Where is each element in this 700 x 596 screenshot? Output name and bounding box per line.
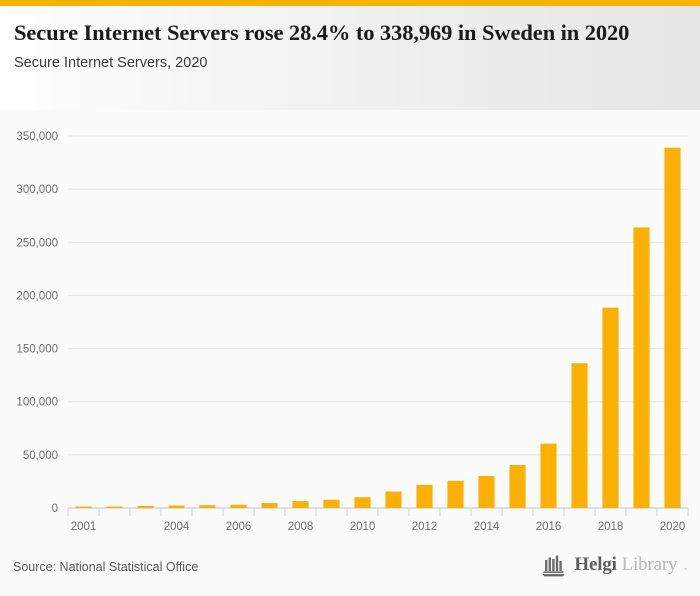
x-axis-tick-label: 2006 [226,521,252,533]
bar[interactable] [323,499,340,508]
bar[interactable] [385,491,402,508]
source-label: Source: National Statistical Office [13,560,199,574]
bar[interactable] [199,505,216,508]
bar[interactable] [664,147,681,508]
bar[interactable] [447,480,464,508]
page-subtitle: Secure Internet Servers, 2020 [14,55,208,71]
y-axis-tick-label: 350,000 [16,131,58,143]
x-axis-tick-label: 2001 [71,521,97,533]
x-axis-tick-label: 2014 [474,521,500,533]
bar[interactable] [230,504,247,508]
bar[interactable] [540,443,557,508]
x-axis-tick-label: 2010 [350,521,376,533]
x-axis-tick-label: 2012 [412,521,438,533]
page-title: Secure Internet Servers rose 28.4% to 33… [14,20,630,45]
y-axis-tick-label: 300,000 [16,184,58,196]
logo-secondary-text: Library [621,554,678,575]
bar[interactable] [633,227,650,508]
y-axis-tick-label: 150,000 [16,344,58,356]
bar[interactable] [354,497,371,508]
bar[interactable] [416,484,433,508]
helgi-library-building-icon [542,555,565,577]
x-axis-tick-label: 2016 [536,521,562,533]
bar-chart: 0 50,000 100,000 150,000 200,000 250,000 300,0… [16,131,689,533]
bar[interactable] [478,476,495,508]
helgi-library-logo[interactable]: Helgi Library. [542,553,688,577]
bar[interactable] [75,506,92,509]
y-axis-tick-label: 0 [52,503,58,515]
bar[interactable] [168,505,185,508]
y-axis-tick-label: 100,000 [16,397,58,409]
chart-footer: Source: National Statistical Office Helg… [0,540,700,596]
bar[interactable] [571,363,588,508]
bar[interactable] [261,503,278,508]
logo-primary-text: Helgi [574,554,617,575]
chart-header: Secure Internet Servers rose 28.4% to 33… [0,6,700,110]
bar[interactable] [106,506,123,509]
bar[interactable] [602,307,619,508]
y-axis-tick-label: 200,000 [16,290,58,302]
bar[interactable] [509,464,526,508]
bar[interactable] [292,501,309,508]
x-axis-tick-label: 2018 [598,521,624,533]
chart-plot-area: 0 50,000 100,000 150,000 200,000 250,000 300,0… [0,110,700,540]
x-axis-tick-label: 2020 [660,521,686,533]
top-accent-bar [0,0,700,6]
y-axis-tick-label: 250,000 [16,237,58,249]
x-axis-tick-label: 2008 [288,521,314,533]
x-axis-tick-label: 2004 [164,521,190,533]
logo-dot: . [683,554,688,575]
bar[interactable] [137,505,154,508]
y-axis-tick-label: 50,000 [23,450,58,462]
